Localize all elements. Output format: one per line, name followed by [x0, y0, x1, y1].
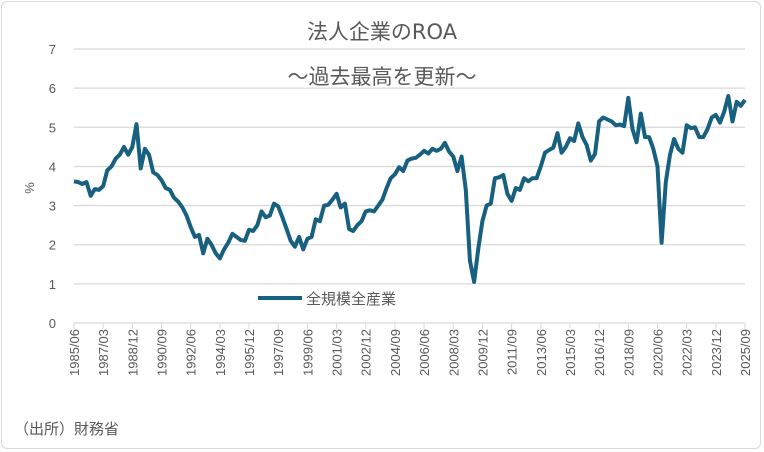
x-tick-label: 1987/03	[96, 329, 111, 376]
y-tick-label: 6	[49, 81, 56, 96]
x-tick-label: 2015/03	[563, 329, 578, 376]
x-tick-label: 1994/03	[213, 329, 228, 376]
x-tick-label: 2016/12	[592, 329, 607, 376]
y-tick-label: 4	[49, 159, 56, 174]
x-tick-label: 1985/06	[67, 329, 82, 376]
series-line	[73, 94, 747, 284]
x-tick-label: 1995/12	[242, 329, 257, 376]
y-tick-label: 5	[49, 120, 56, 135]
legend-label: 全規模全産業	[306, 290, 396, 308]
source-note: （出所）財務省	[14, 420, 120, 438]
y-tick-label: 0	[49, 316, 56, 331]
x-tick-label: 2025/09	[738, 329, 753, 376]
x-tick-label: 2002/12	[359, 329, 374, 376]
chart-title: 法人企業のROA	[306, 20, 458, 44]
chart-subtitle: ～過去最高を更新～	[287, 65, 477, 89]
y-tick-label: 2	[49, 238, 56, 253]
x-tick-label: 1997/09	[271, 329, 286, 376]
x-tick-label: 1990/09	[155, 329, 170, 376]
x-tick-label: 2008/03	[446, 329, 461, 376]
y-tick-label: 7	[49, 42, 56, 57]
x-tick-label: 2013/06	[534, 329, 549, 376]
x-tick-label: 2022/03	[680, 329, 695, 376]
x-tick-label: 2004/09	[388, 329, 403, 376]
x-tick-label: 2011/09	[505, 329, 520, 375]
x-tick-label: 2020/06	[650, 329, 665, 376]
x-tick-label: 1999/06	[300, 329, 315, 376]
y-tick-label: 3	[49, 199, 56, 214]
y-axis-label: %	[22, 182, 37, 194]
y-tick-label: 1	[49, 277, 56, 292]
x-tick-label: 2006/06	[417, 329, 432, 376]
x-tick-label: 2009/12	[475, 329, 490, 376]
x-tick-label: 2001/03	[330, 329, 345, 376]
x-tick-label: 1988/12	[125, 329, 140, 376]
x-tick-label: 1992/06	[184, 329, 199, 376]
x-tick-label: 2018/09	[621, 329, 636, 376]
x-tick-label: 2023/12	[709, 329, 724, 376]
